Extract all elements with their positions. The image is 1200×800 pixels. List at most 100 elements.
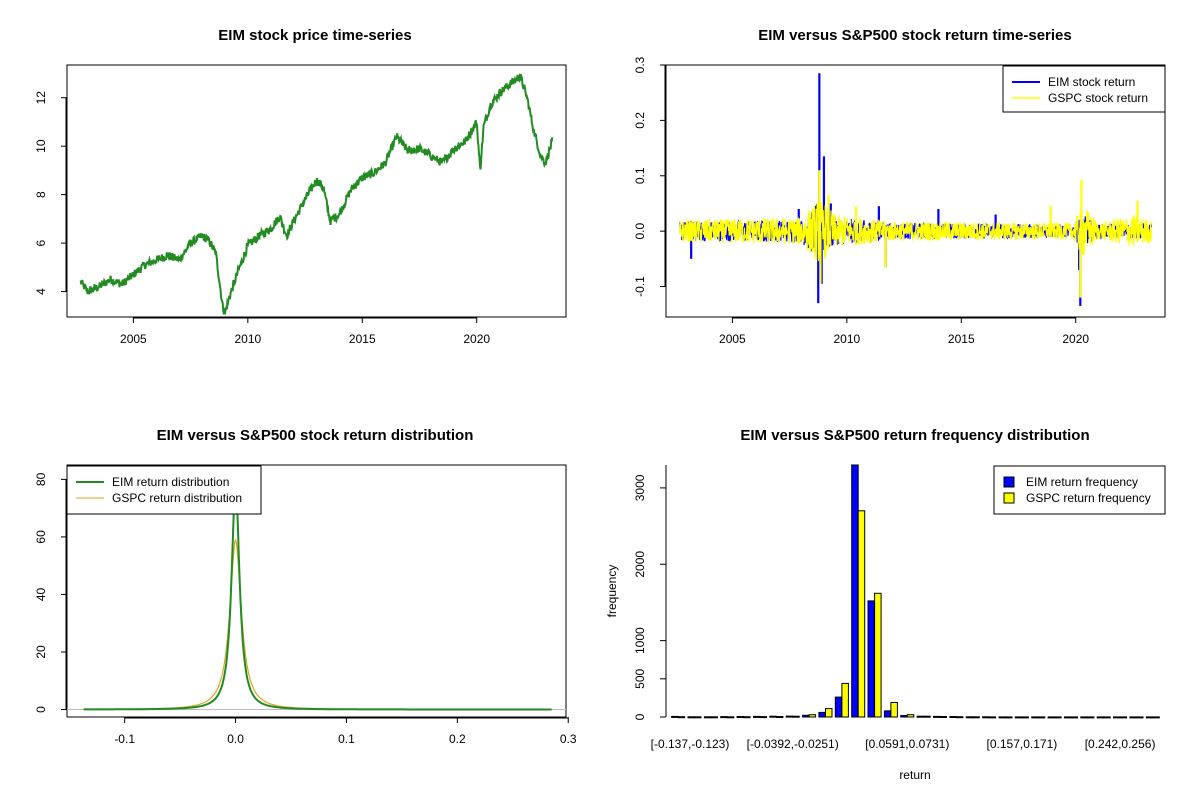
eim-frequency-bar (916, 715, 925, 718)
density-y-tick-label: 40 (34, 587, 48, 601)
returns-y-tick-label: 0.2 (633, 112, 647, 129)
gspc-frequency-bar (1021, 716, 1029, 719)
density-legend-gspc-label: GSPC return distribution (112, 491, 242, 505)
returns-y-tick-label: 0.1 (633, 167, 647, 184)
price-line (79, 72, 554, 316)
gspc-frequency-bar (939, 716, 947, 718)
density-series (67, 482, 566, 711)
returns-x-tick-label: 2005 (719, 332, 746, 346)
gspc-frequency-bar (1103, 716, 1111, 719)
price-x-tick-label: 2015 (349, 332, 376, 346)
eim-frequency-bar (998, 716, 1006, 719)
eim-frequency-bar (834, 696, 843, 718)
price-series (79, 72, 554, 316)
eim-frequency-bar (687, 716, 695, 719)
eim-frequency-bar (1129, 716, 1137, 719)
density-y-tick-label: 20 (34, 645, 48, 659)
eim-frequency-bar (1113, 716, 1121, 719)
returns-series (679, 73, 1152, 306)
density-legend: EIM return distribution GSPC return dist… (66, 465, 262, 515)
gspc-frequency-bar (874, 592, 882, 718)
returns-y-tick-label: 0.3 (633, 56, 647, 73)
frequency-y-tick-label: 2000 (633, 551, 647, 578)
density-x-tick-label: -0.1 (114, 732, 135, 746)
eim-frequency-bar (1145, 716, 1154, 719)
density-y-tick-label: 0 (34, 706, 48, 713)
returns-legend: EIM stock return GSPC stock return (1002, 65, 1166, 113)
eim-frequency-bar (1096, 716, 1105, 719)
eim-frequency-bar (720, 716, 728, 719)
density-x-axis: -0.1 0.0 0.1 0.2 0.3 (114, 717, 577, 746)
eim-frequency-bar (933, 715, 941, 718)
density-y-tick-label: 60 (34, 530, 48, 544)
gspc-frequency-bar (1119, 716, 1128, 719)
density-plot-frame (66, 464, 567, 718)
frequency-x-category-label: [-0.137,-0.123) (651, 737, 730, 751)
frequency-chart-title: EIM versus S&P500 return frequency distr… (740, 427, 1089, 444)
eim-frequency-bar (769, 715, 777, 718)
gspc-frequency-bar (890, 702, 898, 718)
gspc-frequency-bar (857, 510, 866, 718)
density-x-tick-label: 0.3 (560, 732, 577, 746)
frequency-legend: EIM return frequency GSPC return frequen… (993, 465, 1166, 515)
frequency-x-category-label: [0.242,0.256) (1085, 737, 1156, 751)
eim-frequency-bar (965, 716, 974, 719)
frequency-y-tick-label: 3000 (633, 474, 647, 501)
price-y-tick-label: 8 (34, 191, 48, 198)
density-y-tick-label: 80 (34, 472, 48, 486)
gspc-frequency-bar (677, 716, 686, 719)
density-x-tick-label: 0.1 (338, 732, 355, 746)
frequency-x-category-label: [-0.0392,-0.0251) (747, 737, 839, 751)
gspc-return-line (679, 202, 1152, 262)
frequency-bars (671, 464, 1160, 719)
density-chart-title: EIM versus S&P500 stock return distribut… (157, 427, 474, 444)
gspc-frequency-bar (825, 708, 833, 718)
eim-frequency-bar (736, 716, 745, 718)
density-x-tick-label: 0.2 (449, 732, 466, 746)
price-y-tick-label: 4 (34, 288, 48, 295)
gspc-frequency-bar (694, 716, 702, 719)
eim-frequency-bar (1063, 716, 1072, 719)
density-legend-box (66, 465, 262, 515)
frequency-y-axis: 0 500 1000 2000 3000 (633, 474, 666, 720)
gspc-frequency-bar (759, 716, 767, 719)
gspc-frequency-bar (1054, 716, 1062, 719)
density-legend-eim-label: EIM return distribution (112, 475, 229, 489)
gspc-frequency-bar (1136, 716, 1144, 719)
frequency-legend-eim-swatch (1003, 476, 1015, 488)
frequency-legend-box (993, 465, 1166, 515)
frequency-y-tick-label: 1000 (633, 627, 647, 654)
frequency-legend-eim-label: EIM return frequency (1026, 475, 1138, 489)
price-y-tick-label: 6 (34, 239, 48, 246)
frequency-x-axis: [-0.137,-0.123) [-0.0392,-0.0251) [0.0591,… (651, 737, 1156, 751)
price-y-axis: 4 6 8 10 12 (34, 91, 67, 295)
eim-frequency-bar (851, 464, 859, 718)
eim-frequency-bar (671, 715, 679, 718)
returns-x-tick-label: 2020 (1062, 332, 1089, 346)
eim-frequency-bar (785, 715, 794, 718)
gspc-density-line (83, 538, 552, 711)
density-chart: EIM versus S&P500 stock return distribut… (34, 427, 577, 746)
gspc-frequency-bar (726, 716, 735, 719)
gspc-frequency-bar (1152, 716, 1160, 719)
returns-legend-gspc-label: GSPC stock return (1048, 91, 1148, 105)
gspc-frequency-bar (906, 714, 915, 718)
returns-x-axis: 2005 2010 2015 2020 (719, 317, 1089, 346)
returns-x-tick-label: 2015 (948, 332, 975, 346)
price-chart: EIM stock price time-series 2005 2010 2015… (34, 27, 567, 346)
eim-frequency-bar (802, 714, 810, 718)
returns-y-tick-label: 0.0 (633, 222, 647, 239)
gspc-frequency-bar (955, 716, 964, 719)
price-y-tick-label: 10 (34, 139, 48, 153)
returns-plot-frame (665, 64, 1166, 318)
eim-density-line (83, 482, 552, 711)
eim-frequency-bar (753, 715, 761, 718)
eim-frequency-bar (1080, 716, 1088, 719)
frequency-x-category-label: [0.0591,0.0731) (865, 737, 949, 751)
gspc-frequency-bar (1005, 716, 1013, 719)
gspc-frequency-bar (923, 715, 931, 718)
price-x-tick-label: 2020 (463, 332, 490, 346)
gspc-frequency-bar (1037, 716, 1046, 719)
price-x-axis: 2005 2010 2015 2020 (120, 317, 490, 346)
